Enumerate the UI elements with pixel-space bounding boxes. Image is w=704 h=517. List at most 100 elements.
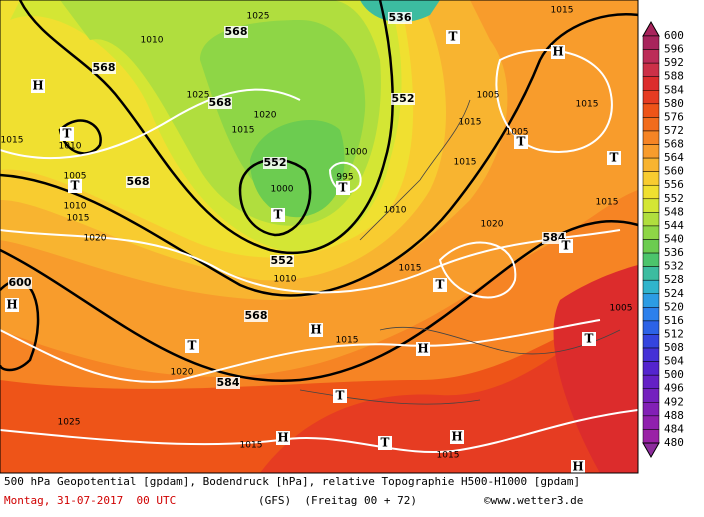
geopotential-label: 552 <box>392 92 415 105</box>
colorbar-label: 556 <box>664 178 684 191</box>
isobar-label: 1025 <box>58 418 81 428</box>
footer-run: (GFS) (Freitag 00 + 72) <box>258 494 417 507</box>
colorbar-label: 576 <box>664 110 684 123</box>
isobar-label: 1015 <box>576 100 599 110</box>
colorbar: 6005965925885845805765725685645605565525… <box>642 20 684 459</box>
label-background <box>263 157 287 169</box>
label-background <box>391 93 415 105</box>
pressure-center: H <box>572 460 583 474</box>
isobar-label: 1020 <box>481 220 504 230</box>
colorbar-label: 544 <box>664 219 684 232</box>
colorbar-swatch <box>642 374 660 389</box>
colorbar-label: 552 <box>664 192 684 205</box>
colorbar-label: 592 <box>664 56 684 69</box>
geopotential-label: 584 <box>217 376 240 389</box>
contour <box>238 158 312 237</box>
isobar-label: 1020 <box>254 111 277 121</box>
pressure-center: H <box>277 431 288 445</box>
geopotential-label: 568 <box>209 96 232 109</box>
colorbar-swatch <box>642 293 660 308</box>
isobar-label: 1010 <box>64 202 87 212</box>
colorbar-swatch <box>642 347 660 362</box>
field <box>360 0 440 23</box>
geopotential-label: 600 <box>9 276 32 289</box>
isobar-label: 1005 <box>610 304 633 314</box>
colorbar-swatch <box>642 90 660 105</box>
isobar-label: 1015 <box>596 198 619 208</box>
isobar-label: 1015 <box>459 118 482 128</box>
colorbar-swatch <box>642 307 660 322</box>
colorbar-label: 528 <box>664 273 684 286</box>
pressure-center: T <box>71 179 80 193</box>
colorbar-label: 540 <box>664 233 684 246</box>
colorbar-label: 580 <box>664 97 684 110</box>
footer-description: 500 hPa Geopotential [gpdam], Bodendruck… <box>4 475 580 488</box>
colorbar-label: 524 <box>664 287 684 300</box>
colorbar-label: 488 <box>664 409 684 422</box>
isobar <box>438 241 517 299</box>
colorbar-swatch <box>642 62 660 77</box>
isobar-label: 1020 <box>171 368 194 378</box>
colorbar-swatch <box>642 157 660 172</box>
label-background <box>450 430 464 444</box>
colorbar-label: 536 <box>664 246 684 259</box>
isobar-label: 1010 <box>141 36 164 46</box>
pressure-center: H <box>417 342 428 356</box>
isobar-label: 1025 <box>187 91 210 101</box>
label-background <box>31 79 45 93</box>
pressure-center: T <box>585 332 594 346</box>
pressure-center: T <box>610 151 619 165</box>
colorbar-label: 584 <box>664 83 684 96</box>
colorbar-swatch <box>642 402 660 417</box>
colorbar-swatch <box>642 415 660 430</box>
contour <box>0 219 638 383</box>
pressure-center: T <box>562 239 571 253</box>
isobar-label: 1020 <box>84 234 107 244</box>
footer: 500 hPa Geopotential [gpdam], Bodendruck… <box>4 475 583 507</box>
label-background <box>514 135 528 149</box>
isobar-label: 1010 <box>59 142 82 152</box>
pressure-center: T <box>381 436 390 450</box>
pressure-center: T <box>436 278 445 292</box>
pressure-center: T <box>517 135 526 149</box>
colorbar-swatch <box>642 117 660 132</box>
label-background <box>126 176 150 188</box>
isobar-label: 1000 <box>345 148 368 158</box>
colorbar-label: 480 <box>664 436 684 449</box>
isobar-label: 1015 <box>67 214 90 224</box>
isobar-label: 1015 <box>232 126 255 136</box>
label-background <box>60 127 74 141</box>
field <box>250 120 345 218</box>
isobar-label: 1015 <box>454 158 477 168</box>
colorbar-label: 484 <box>664 422 684 435</box>
pressure-center: H <box>6 298 17 312</box>
colorbar-swatch <box>642 266 660 281</box>
isobar-label: 1015 <box>399 264 422 274</box>
colorbar-label: 548 <box>664 205 684 218</box>
geopotential-label: 568 <box>225 25 248 38</box>
pressure-center: T <box>274 208 283 222</box>
colorbar-swatch <box>642 239 660 254</box>
colorbar-swatch <box>642 76 660 91</box>
label-background <box>68 179 82 193</box>
label-background <box>571 460 585 473</box>
colorbar-swatch <box>642 171 660 186</box>
colorbar-label: 596 <box>664 43 684 56</box>
label-background <box>416 342 430 356</box>
colorbar-label: 572 <box>664 124 684 137</box>
colorbar-label: 496 <box>664 382 684 395</box>
isobar-label: 1005 <box>64 172 87 182</box>
geopotential-label: 552 <box>271 254 294 267</box>
isobar-label: 1010 <box>274 275 297 285</box>
colorbar-swatch <box>642 361 660 376</box>
isobar-label: 1015 <box>437 451 460 461</box>
colorbar-swatch <box>642 212 660 227</box>
label-background <box>582 332 596 346</box>
geopotential-label: 568 <box>127 175 150 188</box>
colorbar-label: 508 <box>664 341 684 354</box>
label-background <box>276 431 290 445</box>
isobar <box>0 88 301 160</box>
label-background <box>559 239 573 253</box>
